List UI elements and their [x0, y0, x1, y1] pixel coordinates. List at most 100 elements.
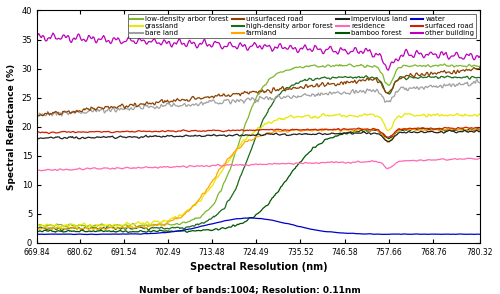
impervious land: [247, 133, 253, 137]
unsurfaced road: [245, 92, 251, 96]
other building: [386, 69, 392, 72]
water: [245, 216, 251, 220]
impervious land: [298, 132, 304, 136]
residence: [248, 163, 254, 166]
high-density arbor forest: [468, 76, 474, 79]
low-density arbor forest: [398, 66, 404, 69]
other building: [248, 44, 254, 48]
high-density arbor forest: [363, 74, 369, 77]
surfaced road: [398, 128, 404, 131]
grassland: [84, 226, 90, 230]
farmland: [94, 228, 100, 231]
impervious land: [386, 140, 392, 143]
bamboo forest: [34, 230, 40, 233]
residence: [398, 159, 404, 163]
bamboo forest: [421, 126, 427, 130]
low-density arbor forest: [442, 62, 448, 66]
residence: [34, 168, 40, 172]
unsurfaced road: [467, 69, 473, 72]
high-density arbor forest: [245, 156, 251, 159]
low-density arbor forest: [34, 224, 40, 228]
Line: other building: other building: [37, 33, 480, 70]
unsurfaced road: [398, 77, 404, 81]
farmland: [398, 127, 404, 131]
unsurfaced road: [34, 113, 40, 117]
surfaced road: [244, 128, 250, 132]
low-density arbor forest: [477, 64, 483, 68]
farmland: [468, 128, 474, 132]
surfaced road: [468, 126, 474, 130]
impervious land: [274, 131, 280, 135]
low-density arbor forest: [134, 225, 140, 229]
surfaced road: [298, 128, 304, 132]
high-density arbor forest: [298, 79, 304, 83]
bamboo forest: [126, 230, 132, 234]
bare land: [477, 81, 483, 85]
Line: farmland: farmland: [37, 128, 480, 230]
water: [477, 233, 483, 236]
surfaced road: [247, 128, 253, 132]
Line: water: water: [37, 218, 480, 235]
other building: [274, 46, 280, 50]
water: [248, 216, 254, 220]
impervious land: [398, 131, 404, 134]
bamboo forest: [477, 128, 483, 132]
low-density arbor forest: [468, 64, 474, 68]
residence: [40, 169, 46, 173]
unsurfaced road: [274, 88, 280, 91]
bare land: [398, 86, 404, 89]
Line: surfaced road: surfaced road: [37, 127, 480, 137]
bare land: [274, 93, 280, 97]
water: [248, 216, 254, 220]
bamboo forest: [248, 216, 254, 219]
residence: [477, 157, 483, 160]
Line: bare land: bare land: [37, 80, 480, 116]
grassland: [298, 116, 304, 119]
unsurfaced road: [248, 91, 254, 94]
unsurfaced road: [36, 114, 42, 118]
impervious land: [477, 130, 483, 133]
surfaced road: [462, 126, 468, 129]
other building: [477, 55, 483, 58]
farmland: [477, 128, 483, 132]
high-density arbor forest: [248, 149, 254, 152]
water: [468, 233, 474, 236]
Y-axis label: Spectral Reflectance (%): Spectral Reflectance (%): [7, 64, 16, 190]
bare land: [59, 114, 65, 118]
high-density arbor forest: [59, 229, 65, 232]
bamboo forest: [398, 128, 404, 132]
farmland: [322, 127, 328, 130]
residence: [464, 156, 470, 160]
residence: [298, 161, 304, 165]
Line: impervious land: impervious land: [37, 130, 480, 142]
surfaced road: [477, 126, 483, 130]
surfaced road: [386, 136, 392, 139]
grassland: [477, 112, 483, 116]
grassland: [248, 133, 254, 137]
bare land: [474, 78, 480, 81]
residence: [245, 164, 251, 167]
other building: [245, 48, 251, 52]
other building: [468, 52, 474, 55]
grassland: [34, 224, 40, 227]
bamboo forest: [274, 191, 280, 194]
low-density arbor forest: [248, 108, 254, 111]
farmland: [34, 226, 40, 230]
low-density arbor forest: [274, 71, 280, 75]
residence: [274, 162, 280, 166]
farmland: [274, 129, 280, 133]
impervious land: [446, 128, 452, 132]
low-density arbor forest: [245, 116, 251, 120]
Line: unsurfaced road: unsurfaced road: [37, 68, 480, 116]
farmland: [245, 139, 251, 142]
unsurfaced road: [298, 86, 304, 89]
grassland: [468, 114, 474, 118]
X-axis label: Spectral Resolution (nm): Spectral Resolution (nm): [190, 262, 327, 272]
water: [398, 233, 404, 236]
high-density arbor forest: [34, 228, 40, 231]
other building: [34, 35, 40, 38]
impervious land: [468, 130, 474, 133]
Text: Number of bands:1004; Resolution: 0.11nm: Number of bands:1004; Resolution: 0.11nm: [139, 285, 361, 294]
water: [300, 225, 306, 229]
grassland: [274, 118, 280, 122]
